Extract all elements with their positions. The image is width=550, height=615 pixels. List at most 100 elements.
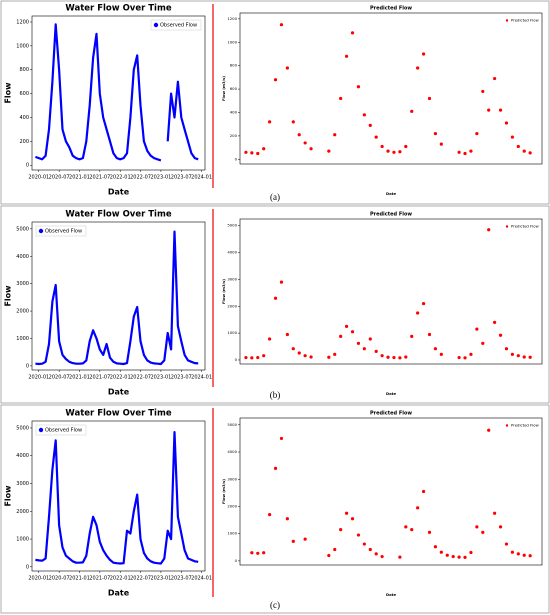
x-tick-label: 2020-07 <box>49 175 70 181</box>
flow-point <box>416 311 420 315</box>
flow-point <box>487 108 491 112</box>
flow-point <box>421 489 426 494</box>
flow-point <box>451 554 455 559</box>
flow-point <box>250 151 254 155</box>
flow-point <box>262 551 266 555</box>
x-tick-label: 2021-01 <box>69 576 90 582</box>
y-tick-label: 600 <box>19 91 29 97</box>
flow-point <box>350 31 355 35</box>
flow-point <box>516 144 520 149</box>
flow-point <box>344 324 349 329</box>
flow-point <box>268 120 272 124</box>
flow-point <box>285 332 289 337</box>
flow-point <box>291 539 295 543</box>
flow-point <box>475 525 479 529</box>
y-tick-label: 0 <box>26 163 29 169</box>
flow-point <box>463 151 467 156</box>
flow-point <box>404 355 408 359</box>
flow-point <box>469 352 473 356</box>
y-tick-label: 0 <box>235 156 238 161</box>
x-axis-label: Date <box>108 388 130 397</box>
x-tick-label: 2024-01 <box>191 375 212 381</box>
x-tick-label: 2021-01 <box>69 375 90 381</box>
flow-point <box>356 533 361 537</box>
y-tick-label: 1000 <box>16 336 29 342</box>
flow-point <box>344 511 349 515</box>
flow-point <box>516 354 520 358</box>
flow-point <box>510 135 514 139</box>
flow-point <box>475 131 479 136</box>
x-tick-label: 2022-01 <box>110 175 131 181</box>
flow-point <box>481 341 485 345</box>
legend-marker <box>505 19 509 22</box>
x-tick-label: 2023-01 <box>150 375 171 381</box>
legend-label: Observed Flow <box>160 23 197 29</box>
legend-label: Observed Flow <box>45 229 82 235</box>
flow-line <box>35 230 199 366</box>
flow-point <box>327 355 331 359</box>
y-tick-label: 5000 <box>16 425 29 431</box>
y-axis-label: Flow (m3/s) <box>221 479 226 504</box>
flow-point <box>487 228 491 232</box>
flow-point <box>493 511 497 515</box>
flow-point <box>250 356 254 360</box>
flow-point <box>469 550 473 555</box>
flow-point <box>333 352 337 356</box>
flow-point <box>356 85 361 89</box>
flow-point <box>386 149 390 153</box>
flow-point <box>528 355 532 359</box>
flow-point <box>416 66 420 70</box>
y-tick-label: 2000 <box>227 303 237 308</box>
flow-point <box>368 337 372 341</box>
flow-point <box>327 149 331 153</box>
flow-point <box>445 553 449 557</box>
y-tick-label: 0 <box>235 357 238 362</box>
chart-title: Water Flow Over Time <box>65 409 171 419</box>
flow-point <box>522 355 526 359</box>
caption: (a) <box>270 192 280 202</box>
y-tick-label: 0 <box>26 363 29 369</box>
y-tick-label: 800 <box>19 67 29 73</box>
flow-point <box>256 355 260 360</box>
flow-point <box>410 528 414 532</box>
flow-point <box>380 354 384 358</box>
flow-point <box>510 352 514 356</box>
x-tick-label: 2023-07 <box>171 175 192 181</box>
y-tick-label: 5000 <box>227 223 237 228</box>
y-tick-label: 5000 <box>16 226 29 232</box>
flow-point <box>244 150 248 154</box>
flow-point <box>421 52 426 56</box>
flow-point <box>279 280 284 284</box>
x-tick-label: 2021-07 <box>89 576 110 582</box>
x-tick-label: 2020-07 <box>49 375 70 381</box>
flow-point <box>297 133 301 137</box>
y-tick-label: 400 <box>19 115 29 121</box>
flow-point <box>410 334 414 338</box>
flow-point <box>528 151 532 155</box>
y-tick-label: 5000 <box>227 422 237 427</box>
chart-title: Predicted Flow <box>370 411 412 417</box>
flow-point <box>273 78 278 82</box>
x-axis-label: Date <box>108 188 130 197</box>
legend-marker <box>153 22 159 28</box>
y-tick-label: 1200 <box>227 16 237 21</box>
legend-marker <box>38 228 44 234</box>
flow-point <box>268 513 272 517</box>
flow-point <box>398 150 402 154</box>
y-tick-label: 2000 <box>16 309 29 315</box>
x-axis-label: Date <box>386 592 397 597</box>
flow-point <box>392 355 396 360</box>
flow-point <box>463 555 467 559</box>
flow-point <box>475 327 479 331</box>
legend-box <box>35 225 87 237</box>
y-tick-label: 200 <box>230 133 238 138</box>
y-tick-label: 0 <box>26 564 29 570</box>
flow-line <box>35 431 199 565</box>
flow-point <box>374 552 378 556</box>
y-tick-label: 2000 <box>227 503 237 508</box>
flow-point <box>333 547 337 552</box>
flow-point <box>498 108 503 112</box>
flow-point <box>291 347 295 351</box>
x-tick-label: 2023-01 <box>150 576 171 582</box>
y-axis-label: Flow <box>4 285 13 307</box>
